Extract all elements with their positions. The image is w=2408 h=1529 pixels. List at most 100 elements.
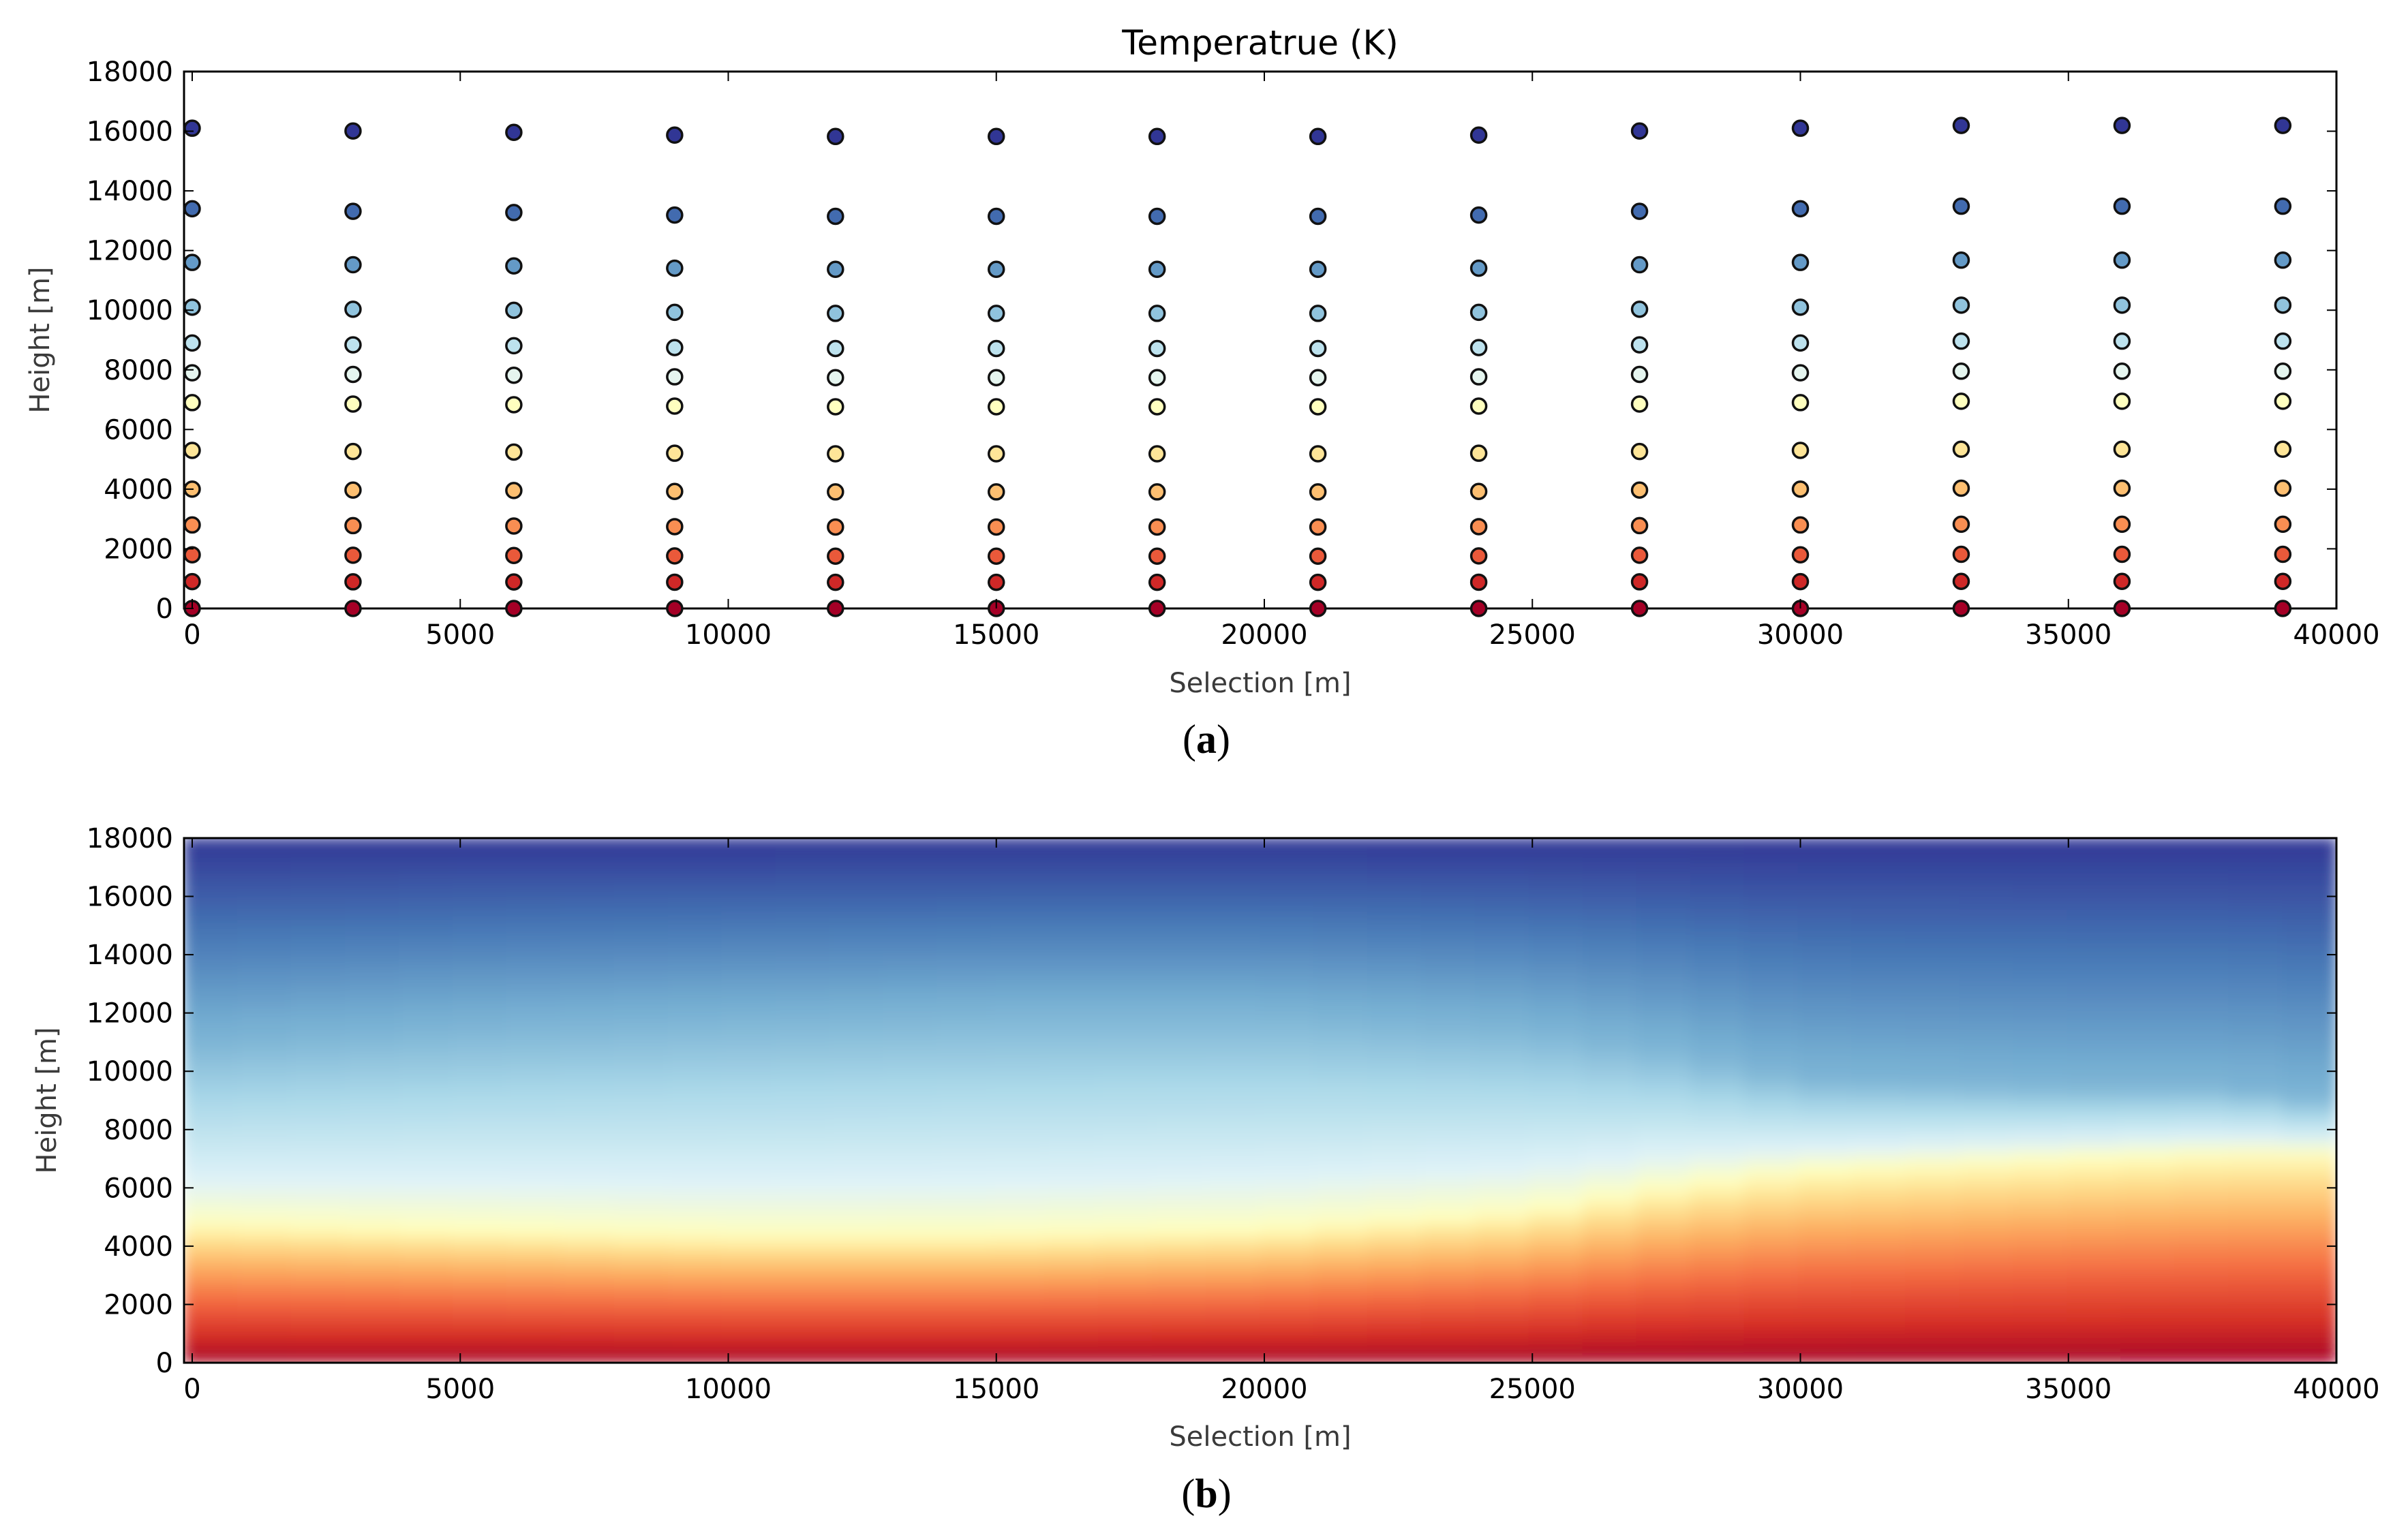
chart-b-cell: [290, 1303, 346, 1317]
chart-a-point: [1148, 547, 1166, 565]
chart-b-cell: [398, 942, 454, 956]
chart-b-cell: [1420, 872, 1476, 886]
chart-b-cell: [452, 1199, 508, 1212]
chart-b-cell: [2013, 1175, 2069, 1189]
chart-b-cell: [667, 1233, 723, 1247]
chart-b-cell: [667, 1082, 723, 1096]
chart-b-cell: [184, 1105, 239, 1119]
chart-b-cell: [2120, 895, 2176, 909]
chart-b-cell: [883, 1327, 939, 1340]
chart-b-cell: [990, 1175, 1046, 1189]
chart-b-cell: [1313, 1164, 1369, 1177]
chart-b-cell: [2228, 1245, 2284, 1258]
chart-b-cell: [344, 1152, 400, 1166]
chart-b-ytick-label: 6000: [104, 1173, 173, 1204]
chart-b-cell: [398, 1210, 454, 1224]
chart-b-cell: [344, 1222, 400, 1235]
chart-b-cell: [2013, 1164, 2069, 1177]
chart-b-cell: [721, 1350, 777, 1363]
chart-b-cell: [1098, 930, 1154, 944]
chart-b-cell: [2067, 1269, 2122, 1282]
chart-b-cell: [2282, 1140, 2336, 1154]
chart-b-cell: [613, 1280, 669, 1294]
chart-b-cell: [1851, 1233, 1907, 1247]
chart-b-cell: [829, 1105, 885, 1119]
chart-b-cell: [2282, 861, 2336, 874]
chart-b-cell: [1528, 930, 1584, 944]
chart-b-cell: [936, 930, 992, 944]
chart-a-point: [988, 483, 1005, 501]
chart-a-xtick-label: 15000: [953, 619, 1039, 651]
chart-b-cell: [990, 1327, 1046, 1340]
chart-b-cell: [1743, 872, 1799, 886]
chart-b-cell: [2282, 1152, 2336, 1166]
chart-b-cell: [344, 1280, 400, 1294]
chart-b-cell: [1743, 1012, 1799, 1025]
chart-a-point: [1630, 546, 1649, 564]
chart-a-point: [666, 600, 684, 617]
chart-b-cell: [1690, 872, 1746, 886]
chart-b-cell: [1313, 1350, 1369, 1363]
chart-b-cell: [1905, 1152, 1961, 1166]
chart-b-cell: [506, 966, 562, 979]
chart-b-cell: [2282, 977, 2336, 991]
chart-b-cell: [1098, 1303, 1154, 1317]
chart-b-cell: [184, 1035, 239, 1049]
chart-b-cell: [1474, 930, 1530, 944]
chart-b-cell: [2282, 1000, 2336, 1014]
chart-b-cell: [452, 989, 508, 1002]
chart-b-cell: [452, 1245, 508, 1258]
chart-b-cell: [398, 930, 454, 944]
chart-b-cell: [613, 1257, 669, 1271]
chart-b-cell: [344, 1012, 400, 1025]
chart-b-cell: [829, 1059, 885, 1072]
chart-b-cell: [1260, 1292, 1315, 1306]
chart-b-cell: [1152, 918, 1208, 932]
chart-b-cell: [775, 884, 831, 897]
chart-b-cell: [2174, 1105, 2230, 1119]
chart-b-cell: [1260, 1012, 1315, 1025]
chart-b-cell: [2228, 1175, 2284, 1189]
chart-b-cell: [829, 1315, 885, 1329]
chart-b-cell: [936, 872, 992, 886]
chart-b-cell: [2174, 1338, 2230, 1352]
chart-b-cell: [1474, 1350, 1530, 1363]
chart-b-cell: [1636, 1199, 1692, 1212]
chart-b-cell: [936, 1269, 992, 1282]
chart-a-point: [827, 445, 844, 463]
chart-b-cell: [1206, 1000, 1261, 1014]
chart-b-cell: [1690, 1105, 1746, 1119]
chart-b-cell: [721, 1082, 777, 1096]
chart-b-cell: [2282, 1187, 2336, 1201]
chart-a-point: [1630, 516, 1649, 535]
chart-b-cell: [1206, 1233, 1261, 1247]
chart-b-cell: [184, 989, 239, 1002]
chart-b-cell: [613, 1012, 669, 1025]
chart-b-ytick-label: 18000: [87, 823, 173, 854]
chart-b-cell: [1797, 1082, 1853, 1096]
chart-b-cell: [1959, 1152, 2015, 1166]
chart-b-cell: [667, 1105, 723, 1119]
chart-b-cell: [1098, 954, 1154, 968]
chart-b-cell: [290, 1035, 346, 1049]
chart-b-cell: [1474, 1117, 1530, 1130]
chart-b-cell: [398, 1245, 454, 1258]
chart-b-cell: [883, 1187, 939, 1201]
chart-a-ytick-label: 0: [156, 593, 173, 625]
chart-b-cell: [1797, 1222, 1853, 1235]
chart-b-cell: [1690, 1164, 1746, 1177]
chart-a-point: [1952, 117, 1970, 134]
chart-a-ytick-label: 4000: [104, 474, 173, 506]
chart-b-cell: [1905, 942, 1961, 956]
chart-b-cell: [829, 1128, 885, 1142]
chart-b-cell: [883, 1269, 939, 1282]
chart-b-cell: [1851, 1303, 1907, 1317]
chart-b-cell: [452, 918, 508, 932]
chart-b-cell: [1743, 1199, 1799, 1212]
chart-b-cell: [452, 954, 508, 968]
chart-b-cell: [2174, 1257, 2230, 1271]
chart-b-cell: [1582, 884, 1638, 897]
chart-b-cell: [452, 1047, 508, 1061]
chart-b-cell: [398, 1128, 454, 1142]
chart-b-cell: [1743, 884, 1799, 897]
